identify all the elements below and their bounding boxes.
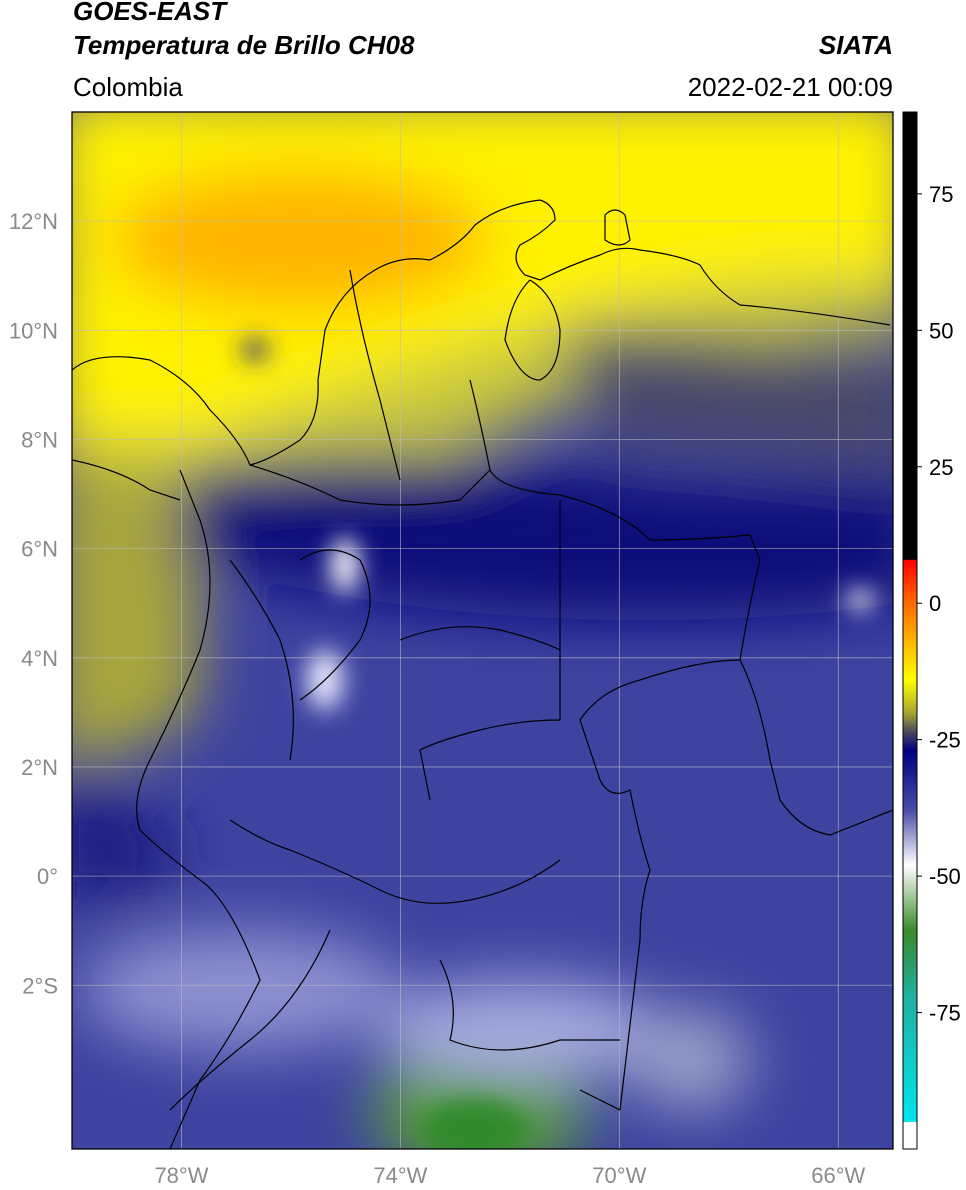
colorbar-tick-label: 0 [929,591,941,616]
colorbar-tick-label: 25 [929,455,953,480]
lat-tick-label: 10°N [9,318,58,343]
colorbar-tick-label: -25 [929,728,961,753]
satellite-name: GOES-EAST [73,0,227,26]
graticule [72,112,893,1149]
colorbar-tick-label: 75 [929,182,953,207]
coastlines-borders [72,199,893,1149]
lat-tick-label: 2°S [22,973,58,998]
lat-tick-label: 2°N [21,755,58,780]
lat-tick-label: 8°N [21,427,58,452]
lon-tick-label: 70°W [592,1163,646,1188]
lat-tick-label: 0° [37,864,58,889]
source-label: SIATA [818,30,893,60]
lat-tick-label: 6°N [21,537,58,562]
lon-tick-label: 74°W [373,1163,427,1188]
datetime-label: 2022-02-21 00:09 [687,72,893,102]
region-label: Colombia [73,72,183,102]
colorbar-ticks: 75 50 25 0 -25 -50 -75 [917,182,961,1026]
lat-tick-label: 4°N [21,646,58,671]
latitude-ticks: 12°N 10°N 8°N 6°N 4°N 2°N 0° 2°S [9,209,58,998]
lon-tick-label: 66°W [811,1163,865,1188]
lon-tick-label: 78°W [154,1163,208,1188]
product-title: Temperatura de Brillo CH08 [73,30,415,60]
colorbar-tick-label: -50 [929,864,961,889]
lat-tick-label: 12°N [9,209,58,234]
longitude-ticks: 78°W 74°W 70°W 66°W [154,1163,865,1188]
colorbar-tick-label: -75 [929,1001,961,1026]
map-frame [71,111,894,1150]
satellite-imagery [72,112,893,1149]
colorbar [902,111,918,1150]
colorbar-tick-label: 50 [929,318,953,343]
